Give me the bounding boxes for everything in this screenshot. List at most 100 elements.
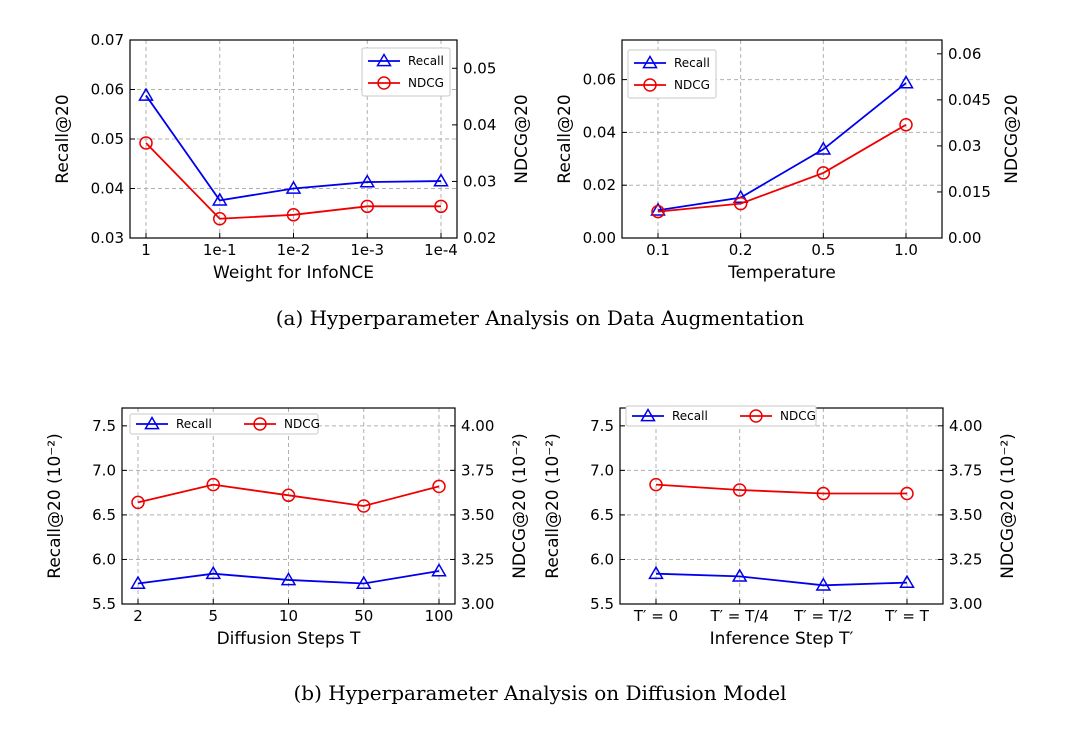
x-tick-label: 1e-1 <box>203 241 237 259</box>
legend-marker-recall <box>640 408 656 422</box>
data-point-ndcg <box>649 477 663 492</box>
y2-axis-label: NDCG@20 (10⁻²) <box>510 433 530 579</box>
x-tick-label: 50 <box>354 607 373 625</box>
x-axis-label: Diffusion Steps T <box>217 629 361 649</box>
data-point-recall <box>285 180 302 194</box>
data-point-recall <box>650 202 666 216</box>
data-point-recall <box>355 575 372 589</box>
data-point-ndcg <box>434 199 448 214</box>
x-tick-label: 1e-2 <box>277 241 311 259</box>
series-line-recall <box>657 82 907 212</box>
legend-marker-ndcg <box>643 78 657 92</box>
data-point-ndcg <box>900 486 914 501</box>
y2-tick-label: 0.015 <box>948 183 991 201</box>
legend-marker-recall <box>144 416 160 430</box>
legend-label-ndcg: NDCG <box>284 417 320 431</box>
legend-label-recall: Recall <box>176 417 212 431</box>
y2-axis-label: NDCG@20 <box>512 94 532 183</box>
data-point-recall <box>431 563 447 577</box>
legend-box <box>625 405 817 427</box>
y-tick-label: 5.5 <box>92 595 116 613</box>
x-tick-label: 10 <box>279 607 298 625</box>
y2-tick-label: 0.03 <box>948 137 981 155</box>
series-line-ndcg <box>657 123 907 213</box>
data-point-recall <box>899 574 915 589</box>
x-tick-label: T′ = T/2 <box>793 607 852 625</box>
y-tick-label: 6.5 <box>92 506 116 524</box>
data-point-recall <box>211 192 228 206</box>
x-tick-label: 5 <box>208 607 218 625</box>
x-tick-label: 2 <box>133 607 143 625</box>
y2-tick-label: 3.75 <box>949 461 982 479</box>
y2-tick-label: 4.00 <box>461 417 494 435</box>
caption-a: (a) Hyperparameter Analysis on Data Augm… <box>275 306 805 330</box>
series-line-recall <box>655 572 908 587</box>
data-point-recall <box>648 565 664 580</box>
y2-axis-label: NDCG@20 <box>1002 94 1022 183</box>
legend-label-ndcg: NDCG <box>674 78 710 92</box>
legend-marker-ndcg <box>377 76 391 90</box>
data-point-ndcg <box>432 479 446 494</box>
y2-tick-label: 3.00 <box>461 595 494 613</box>
data-point-ndcg <box>139 136 153 150</box>
x-tick-label: 0.5 <box>811 241 835 259</box>
y2-axis-label: NDCG@20 (10⁻²) <box>998 433 1018 579</box>
legend-label-recall: Recall <box>674 56 710 70</box>
data-point-ndcg <box>131 495 145 510</box>
data-point-ndcg <box>286 208 301 222</box>
y-tick-label: 0.05 <box>91 130 124 148</box>
x-tick-label: 0.1 <box>646 241 670 259</box>
y2-tick-label: 0.06 <box>948 45 981 63</box>
y2-tick-label: 3.25 <box>949 550 982 568</box>
y2-tick-label: 3.00 <box>949 595 982 613</box>
y-tick-label: 0.07 <box>91 31 124 49</box>
x-tick-label: 1.0 <box>894 241 918 259</box>
data-point-recall <box>205 565 222 580</box>
data-point-ndcg <box>733 196 748 211</box>
caption-b: (b) Hyperparameter Analysis on Diffusion… <box>293 681 787 705</box>
data-point-recall <box>732 189 749 204</box>
x-axis-label: Temperature <box>727 263 836 283</box>
x-axis-label: Weight for InfoNCE <box>213 263 374 283</box>
y-tick-label: 0.00 <box>583 229 616 247</box>
y2-tick-label: 3.25 <box>461 550 494 568</box>
y2-tick-label: 0.00 <box>948 229 981 247</box>
x-tick-label: 0.2 <box>729 241 753 259</box>
x-tick-label: 100 <box>425 607 454 625</box>
data-point-ndcg <box>816 486 831 501</box>
y-tick-label: 6.0 <box>92 550 116 568</box>
data-point-ndcg <box>360 199 374 214</box>
y-tick-label: 0.02 <box>583 176 616 194</box>
y-tick-label: 7.0 <box>92 461 116 479</box>
y-axis-label: Recall@20 <box>555 94 575 183</box>
data-point-recall <box>731 568 748 582</box>
data-point-recall <box>280 571 297 586</box>
y2-tick-label: 3.50 <box>461 506 494 524</box>
data-point-recall <box>138 87 154 101</box>
y-tick-label: 7.5 <box>590 417 614 435</box>
data-point-recall <box>359 174 376 188</box>
y-tick-label: 0.03 <box>91 229 124 247</box>
y2-tick-label: 0.05 <box>463 59 496 77</box>
legend-box <box>129 413 319 435</box>
series-line-ndcg <box>145 142 441 220</box>
x-tick-label: 1e-4 <box>424 241 458 259</box>
y-tick-label: 0.06 <box>583 71 616 89</box>
y-axis-label: Recall@20 <box>53 94 73 183</box>
y-tick-label: 0.04 <box>583 123 616 141</box>
data-point-ndcg <box>816 166 831 180</box>
data-point-ndcg <box>281 488 296 503</box>
y-tick-label: 0.04 <box>91 180 124 198</box>
y-tick-label: 6.0 <box>590 550 614 568</box>
legend-marker-recall <box>642 55 658 69</box>
data-point-ndcg <box>357 499 371 513</box>
x-tick-label: T′ = T <box>884 607 930 625</box>
y2-tick-label: 3.75 <box>461 461 494 479</box>
y2-tick-label: 0.02 <box>463 229 496 247</box>
data-point-ndcg <box>732 483 747 497</box>
series-line-ndcg <box>655 483 907 495</box>
plot-frame <box>621 39 943 239</box>
y-axis-label: Recall@20 (10⁻²) <box>543 433 563 578</box>
legend-box <box>361 47 451 97</box>
